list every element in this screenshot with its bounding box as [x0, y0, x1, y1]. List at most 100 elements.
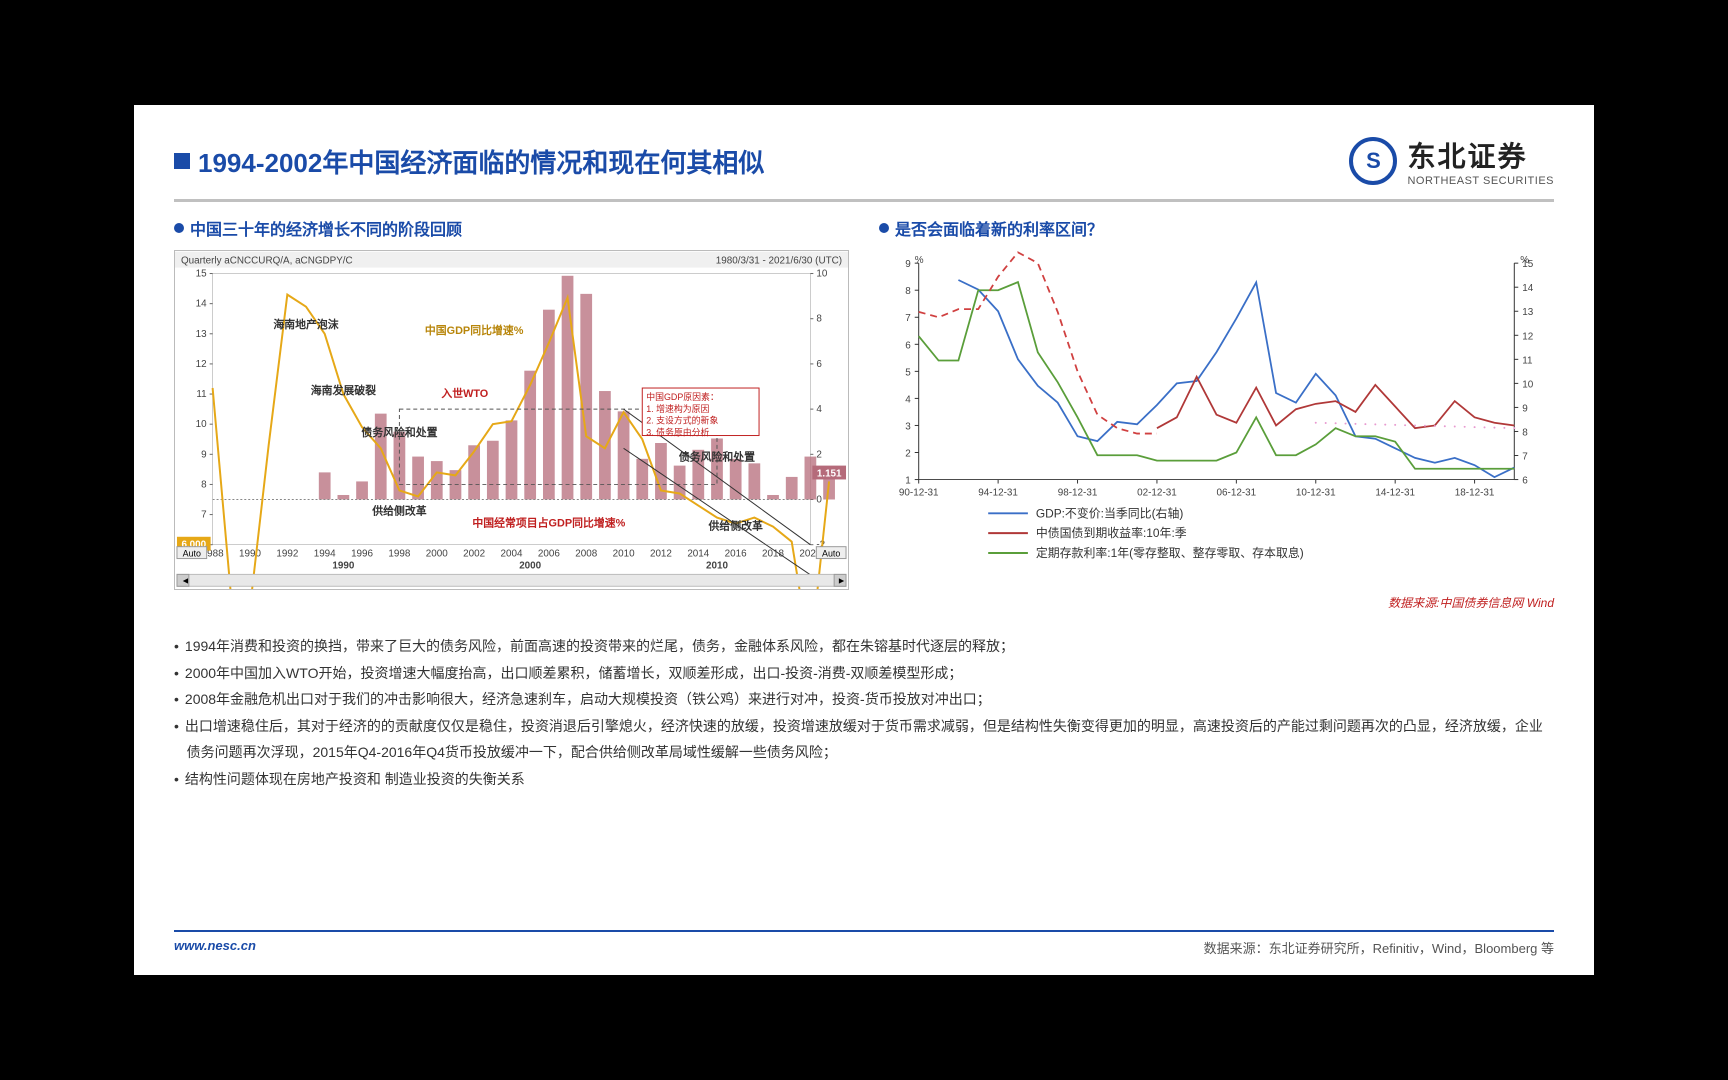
footer: www.nesc.cn 数据来源：东北证券研究所，Refinitiv，Wind，…	[174, 930, 1554, 957]
svg-text:9: 9	[201, 449, 207, 460]
svg-text:12: 12	[196, 359, 207, 370]
logo-text: 东北证券 NORTHEAST SECURITIES	[1407, 135, 1554, 187]
footer-source: 数据来源：东北证券研究所，Refinitiv，Wind，Bloomberg 等	[1204, 938, 1554, 957]
svg-text:9: 9	[905, 259, 911, 270]
svg-text:1998: 1998	[388, 549, 410, 560]
logo-glyph: S	[1366, 148, 1381, 174]
svg-text:02-12-31: 02-12-31	[1137, 487, 1177, 498]
svg-text:11: 11	[196, 389, 207, 400]
bullet-list: 1994年消费和投资的换挡，带来了巨大的债务风险，前面高速的投资带来的烂尾，债务…	[174, 633, 1554, 793]
divider	[174, 199, 1554, 202]
content-row: 中国三十年的经济增长不同的阶段回顾 Quarterly aCNCCURQ/A, …	[174, 216, 1554, 611]
svg-text:4: 4	[905, 394, 911, 405]
svg-text:10: 10	[196, 419, 207, 430]
svg-text:%: %	[915, 255, 924, 266]
svg-text:8: 8	[816, 314, 822, 325]
svg-text:2006: 2006	[538, 549, 560, 560]
svg-text:12: 12	[1522, 331, 1534, 342]
svg-text:4: 4	[816, 404, 822, 415]
svg-text:3: 3	[905, 421, 911, 432]
svg-text:1992: 1992	[276, 549, 298, 560]
svg-text:2012: 2012	[650, 549, 672, 560]
footer-url: www.nesc.cn	[174, 938, 256, 957]
bullet-item: 出口增速稳住后，其对于经济的的贡献度仅仅是稳住，投资消退后引擎熄火，经济快速的放…	[174, 713, 1554, 766]
left-chart: Quarterly aCNCCURQ/A, aCNGDPY/C1980/3/31…	[174, 250, 849, 590]
svg-text:2004: 2004	[501, 549, 523, 560]
svg-text:2010: 2010	[613, 549, 635, 560]
svg-text:1994: 1994	[314, 549, 336, 560]
left-subheader: 中国三十年的经济增长不同的阶段回顾	[174, 216, 849, 240]
right-source-note: 数据来源:中国债券信息网 Wind	[879, 594, 1554, 611]
svg-text:中国GDP同比增速%: 中国GDP同比增速%	[425, 323, 524, 337]
svg-text:%: %	[1520, 255, 1529, 266]
svg-text:06-12-31: 06-12-31	[1217, 487, 1257, 498]
svg-text:►: ►	[837, 575, 846, 585]
svg-text:5: 5	[905, 367, 911, 378]
title-wrap: 1994-2002年中国经济面临的情况和现在何其相似	[174, 143, 764, 180]
svg-text:债务风险和处置: 债务风险和处置	[361, 425, 437, 439]
right-chart: 123456789%6789101112131415%90-12-3194-12…	[879, 250, 1554, 590]
svg-text:1996: 1996	[351, 549, 373, 560]
bullet-item: 1994年消费和投资的换挡，带来了巨大的债务风险，前面高速的投资带来的烂尾，债务…	[174, 633, 1554, 660]
svg-text:18-12-31: 18-12-31	[1455, 487, 1495, 498]
svg-text:98-12-31: 98-12-31	[1058, 487, 1098, 498]
svg-text:◄: ◄	[181, 575, 190, 585]
svg-text:6: 6	[1522, 476, 1528, 487]
svg-text:中国GDP原因素：: 中国GDP原因素：	[646, 391, 719, 402]
svg-text:13: 13	[196, 329, 207, 340]
svg-text:1. 增速构为原因: 1. 增速构为原因	[646, 403, 709, 414]
svg-text:Auto: Auto	[183, 549, 201, 559]
right-subtitle: 是否会面临着新的利率区间？	[895, 216, 1103, 240]
svg-text:7: 7	[1522, 451, 1528, 462]
svg-text:10-12-31: 10-12-31	[1296, 487, 1336, 498]
svg-text:3. 债务原由分析: 3. 债务原由分析	[646, 427, 709, 438]
bullet-item: 2000年中国加入WTO开始，投资增速大幅度抬高，出口顺差累积，储蓄增长，双顺差…	[174, 660, 1554, 687]
svg-text:2: 2	[816, 449, 822, 460]
logo: S 东北证券 NORTHEAST SECURITIES	[1349, 135, 1554, 187]
svg-text:1990: 1990	[332, 560, 354, 571]
bullet-icon	[174, 223, 184, 233]
svg-text:2016: 2016	[725, 549, 747, 560]
svg-text:1: 1	[905, 476, 911, 487]
svg-text:6: 6	[905, 340, 911, 351]
svg-text:2010: 2010	[706, 560, 728, 571]
svg-text:7: 7	[201, 510, 207, 521]
svg-text:2000: 2000	[519, 560, 541, 571]
svg-text:9: 9	[1522, 403, 1528, 414]
svg-text:入世WTO: 入世WTO	[441, 386, 488, 400]
logo-icon: S	[1349, 137, 1397, 185]
svg-text:海南发展破裂: 海南发展破裂	[311, 383, 376, 397]
svg-text:1980/3/31 - 2021/6/30 (UTC): 1980/3/31 - 2021/6/30 (UTC)	[716, 256, 842, 267]
svg-text:债务风险和处置: 债务风险和处置	[679, 449, 755, 463]
svg-text:2: 2	[905, 448, 911, 459]
svg-text:8: 8	[1522, 427, 1528, 438]
left-column: 中国三十年的经济增长不同的阶段回顾 Quarterly aCNCCURQ/A, …	[174, 216, 849, 611]
slide: 1994-2002年中国经济面临的情况和现在何其相似 S 东北证券 NORTHE…	[134, 105, 1594, 975]
svg-text:14: 14	[196, 299, 207, 310]
svg-text:供给侧改革: 供给侧改革	[371, 504, 426, 518]
svg-text:2. 支设方式的新象: 2. 支设方式的新象	[646, 415, 718, 426]
svg-text:供给侧改革: 供给侧改革	[707, 519, 762, 533]
svg-text:中国经常项目占GDP同比增速%: 中国经常项目占GDP同比增速%	[472, 516, 625, 530]
bullet-item: 结构性问题体现在房地产投资和 制造业投资的失衡关系	[174, 766, 1554, 793]
svg-text:14: 14	[1522, 283, 1534, 294]
right-chart-svg: 123456789%6789101112131415%90-12-3194-12…	[879, 250, 1554, 590]
svg-text:10: 10	[1522, 379, 1534, 390]
svg-text:15: 15	[196, 268, 207, 279]
svg-text:13: 13	[1522, 307, 1534, 318]
svg-text:2014: 2014	[687, 549, 709, 560]
svg-text:GDP:不变价:当季同比(右轴): GDP:不变价:当季同比(右轴)	[1036, 506, 1184, 520]
logo-cn: 东北证券	[1407, 135, 1554, 175]
logo-en: NORTHEAST SECURITIES	[1407, 175, 1554, 187]
right-subheader: 是否会面临着新的利率区间？	[879, 216, 1554, 240]
svg-text:14-12-31: 14-12-31	[1375, 487, 1415, 498]
right-column: 是否会面临着新的利率区间？ 123456789%6789101112131415…	[879, 216, 1554, 611]
bullet-icon	[879, 223, 889, 233]
svg-text:90-12-31: 90-12-31	[899, 487, 939, 498]
svg-text:2008: 2008	[575, 549, 597, 560]
svg-text:8: 8	[905, 286, 911, 297]
svg-text:1990: 1990	[239, 549, 261, 560]
left-subtitle: 中国三十年的经济增长不同的阶段回顾	[190, 216, 462, 240]
svg-text:11: 11	[1522, 355, 1533, 366]
svg-text:海南地产泡沫: 海南地产泡沫	[273, 317, 338, 331]
